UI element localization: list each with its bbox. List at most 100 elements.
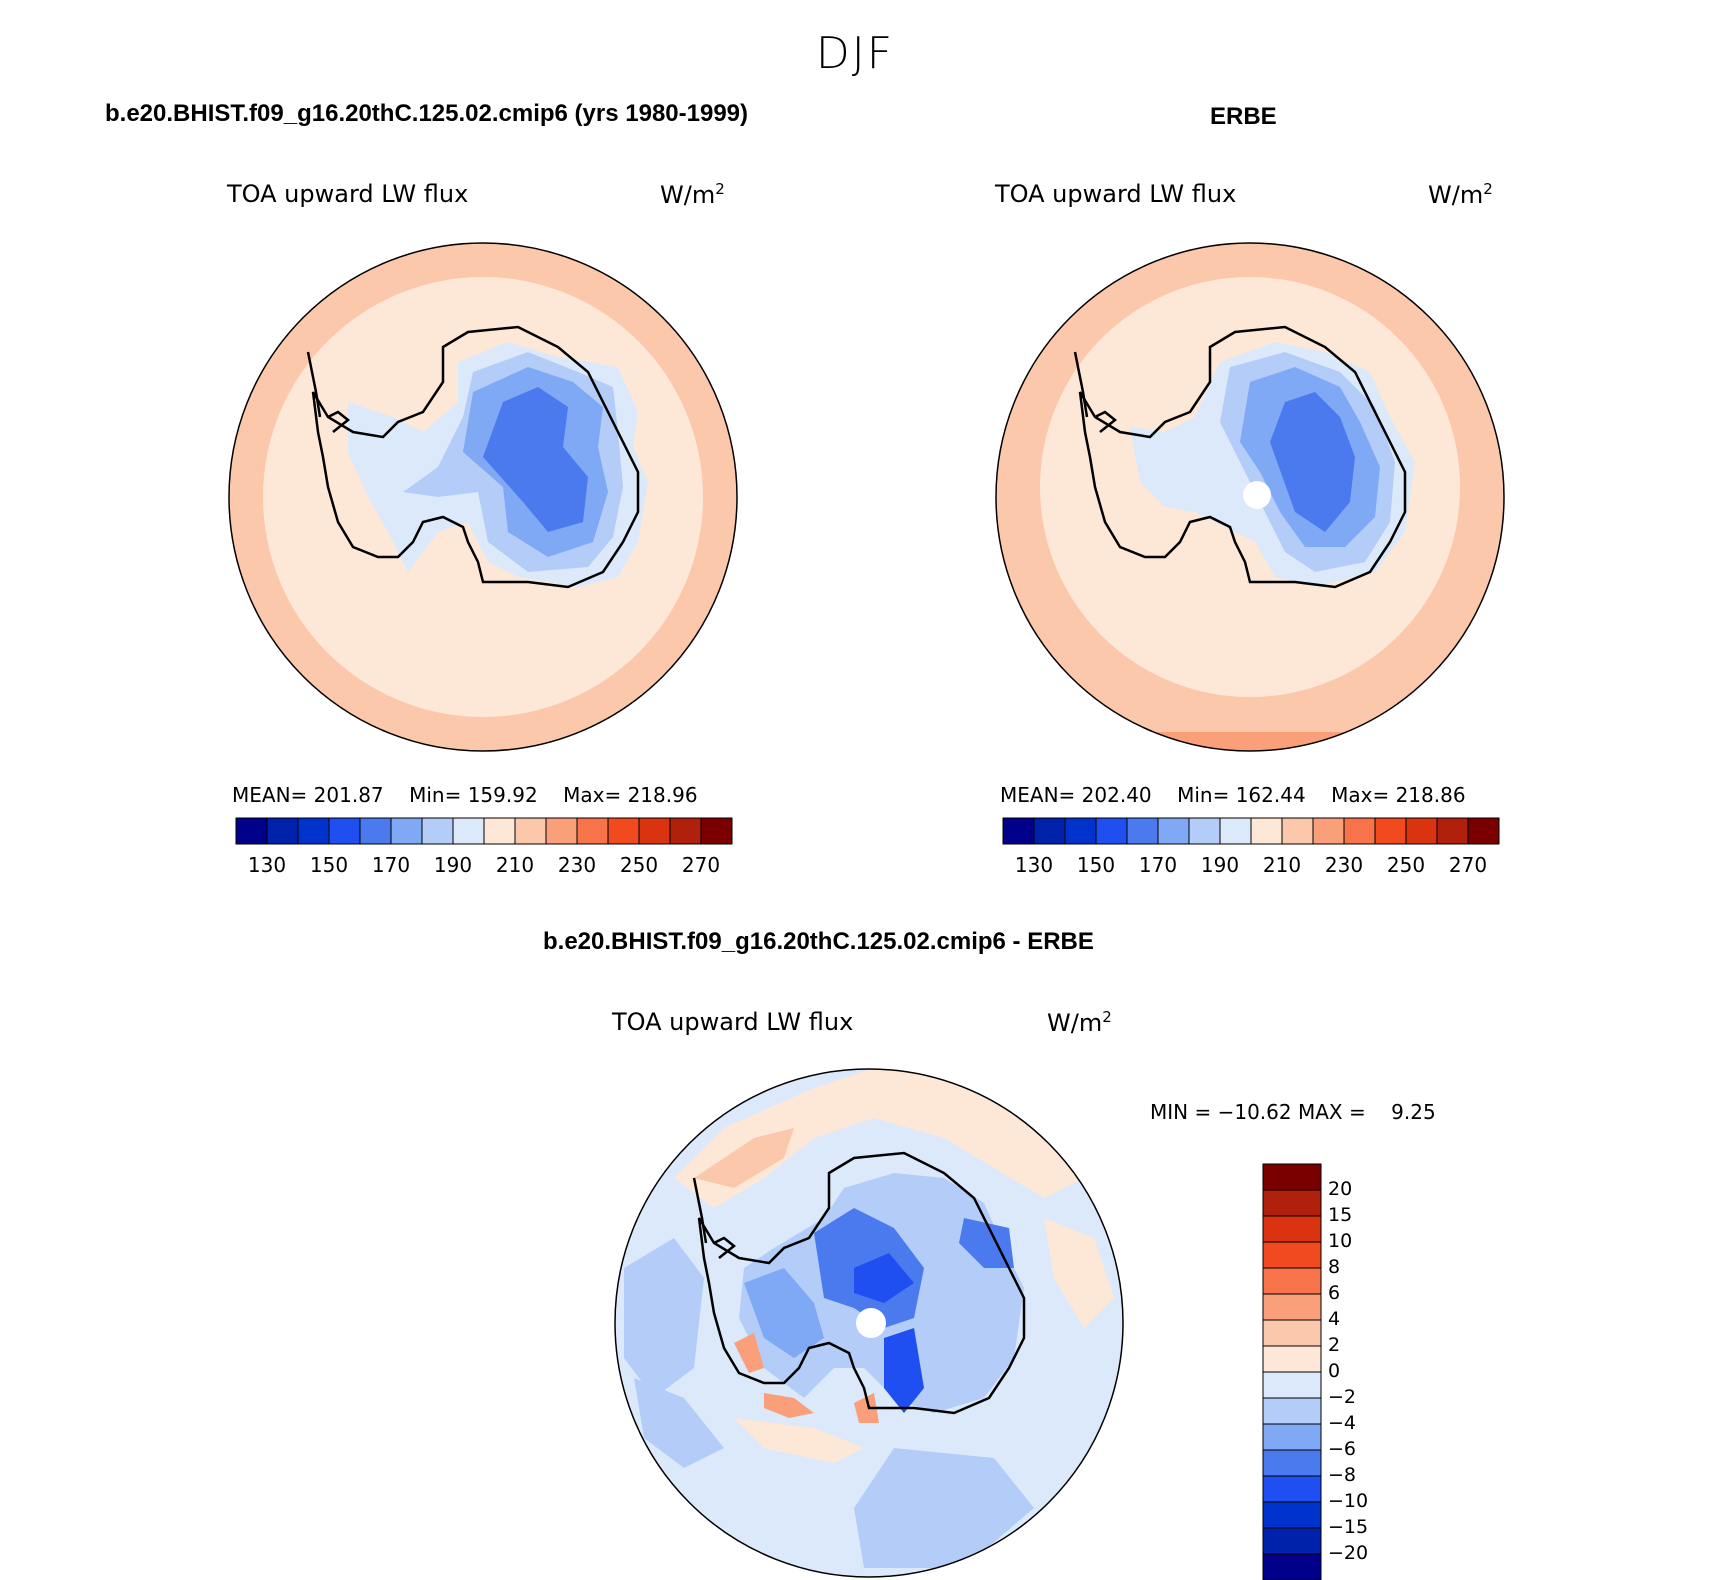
colorbar-swatch	[1374, 817, 1407, 845]
diff-positive-coast-3	[854, 1393, 879, 1423]
obs-colorbar-labels: 130 150 170 190 210 230 250 270	[1003, 853, 1499, 879]
colorbar-tick-label: 170	[371, 853, 411, 877]
colorbar-swatch	[1262, 1371, 1322, 1399]
colorbar-swatch	[297, 817, 330, 845]
colorbar-swatch	[1262, 1527, 1322, 1555]
colorbar-swatch	[1281, 817, 1314, 845]
colorbar-tick-label: 230	[557, 853, 597, 877]
colorbar-swatch	[1064, 817, 1097, 845]
colorbar-tick-label: 150	[309, 853, 349, 877]
coastline	[1078, 325, 1407, 589]
diff-map	[614, 1068, 1124, 1578]
model-stats: MEAN= 201.87 Min= 159.92 Max= 218.96	[232, 783, 698, 807]
colorbar-tick-label: 6	[1328, 1282, 1341, 1304]
colorbar-swatch	[1157, 817, 1190, 845]
model-variable-label: TOA upward LW flux	[227, 180, 469, 208]
peninsula-coast	[306, 351, 351, 433]
colorbar-swatch	[1188, 817, 1221, 845]
colorbar-tick-label: 250	[1386, 853, 1426, 877]
missing-data-pole	[1243, 481, 1271, 509]
colorbar-tick-label: −4	[1328, 1412, 1357, 1434]
model-colorbar	[235, 817, 733, 845]
diff-positive-coast-2	[764, 1393, 814, 1418]
colorbar-swatch	[328, 817, 361, 845]
colorbar-tick-label: 190	[1200, 853, 1240, 877]
colorbar-tick-label: 190	[433, 853, 473, 877]
colorbar-swatch	[1262, 1189, 1322, 1217]
colorbar-swatch	[700, 817, 733, 845]
colorbar-tick-label: 150	[1076, 853, 1116, 877]
colorbar-tick-label: 210	[1262, 853, 1302, 877]
colorbar-swatch	[1262, 1553, 1322, 1580]
colorbar-swatch	[421, 817, 454, 845]
diff-colorbar	[1262, 1163, 1322, 1580]
colorbar-tick-label: 250	[619, 853, 659, 877]
coastline	[697, 1151, 1026, 1415]
colorbar-tick-label: −8	[1328, 1464, 1357, 1486]
diff-negative-west	[624, 1238, 704, 1398]
colorbar-swatch	[1219, 817, 1252, 845]
colorbar-swatch	[1262, 1163, 1322, 1191]
colorbar-swatch	[1262, 1215, 1322, 1243]
colorbar-tick-label: 10	[1328, 1230, 1353, 1252]
colorbar-tick-label: −6	[1328, 1438, 1357, 1460]
colorbar-swatch	[1250, 817, 1283, 845]
obs-map	[995, 242, 1505, 752]
colorbar-swatch	[576, 817, 609, 845]
diff-units-label: W/m2	[1047, 1008, 1112, 1037]
colorbar-swatch	[452, 817, 485, 845]
model-colorbar-labels: 130 150 170 190 210 230 250 270	[236, 853, 732, 879]
model-map	[228, 242, 738, 752]
diff-positive-ring	[734, 1418, 864, 1463]
colorbar-tick-label: 130	[1014, 853, 1054, 877]
diff-negative-sw	[634, 1378, 724, 1468]
colorbar-swatch	[1262, 1345, 1322, 1373]
colorbar-swatch	[1262, 1423, 1322, 1451]
colorbar-tick-label: 210	[495, 853, 535, 877]
colorbar-swatch	[235, 817, 268, 845]
colorbar-swatch	[359, 817, 392, 845]
diff-ice-2	[744, 1268, 824, 1358]
coastline	[311, 325, 640, 589]
colorbar-tick-label: 170	[1138, 853, 1178, 877]
colorbar-tick-label: 0	[1328, 1360, 1341, 1382]
diff-positive-north	[674, 1069, 1084, 1208]
colorbar-swatch	[1343, 817, 1376, 845]
colorbar-swatch	[1262, 1501, 1322, 1529]
peninsula-coast	[692, 1177, 737, 1259]
colorbar-tick-label: 130	[247, 853, 287, 877]
colorbar-tick-label: 270	[681, 853, 721, 877]
colorbar-swatch	[1033, 817, 1066, 845]
colorbar-tick-label: −2	[1328, 1386, 1357, 1408]
colorbar-swatch	[607, 817, 640, 845]
colorbar-swatch	[514, 817, 547, 845]
obs-panel-title: ERBE	[1210, 103, 1277, 130]
model-panel-title: b.e20.BHIST.f09_g16.20thC.125.02.cmip6 (…	[105, 100, 749, 127]
colorbar-swatch	[1262, 1293, 1322, 1321]
diff-colorbar-labels: 20 15 10 8 6 4 2 0 −2 −4 −6 −8 −10 −15 −20	[1328, 1164, 1408, 1580]
colorbar-tick-label: −20	[1328, 1542, 1369, 1564]
obs-stats: MEAN= 202.40 Min= 162.44 Max= 218.86	[1000, 783, 1466, 807]
missing-data-pole	[856, 1308, 886, 1338]
colorbar-swatch	[390, 817, 423, 845]
colorbar-tick-label: −15	[1328, 1516, 1369, 1538]
obs-variable-label: TOA upward LW flux	[995, 180, 1237, 208]
colorbar-swatch	[1262, 1449, 1322, 1477]
ice-zone-3	[483, 387, 588, 532]
colorbar-swatch	[266, 817, 299, 845]
diff-variable-label: TOA upward LW flux	[612, 1008, 854, 1036]
colorbar-swatch	[1002, 817, 1035, 845]
ice-zone-3	[1270, 392, 1355, 532]
colorbar-swatch	[1312, 817, 1345, 845]
colorbar-swatch	[1262, 1241, 1322, 1269]
diff-ice-4	[959, 1218, 1014, 1268]
diff-panel-title: b.e20.BHIST.f09_g16.20thC.125.02.cmip6 -…	[543, 928, 1094, 955]
colorbar-tick-label: 15	[1328, 1204, 1353, 1226]
colorbar-swatch	[1262, 1475, 1322, 1503]
colorbar-swatch	[1126, 817, 1159, 845]
colorbar-swatch	[1405, 817, 1438, 845]
colorbar-swatch	[545, 817, 578, 845]
page-title: DJF	[815, 28, 895, 79]
colorbar-swatch	[1467, 817, 1500, 845]
colorbar-swatch	[1095, 817, 1128, 845]
